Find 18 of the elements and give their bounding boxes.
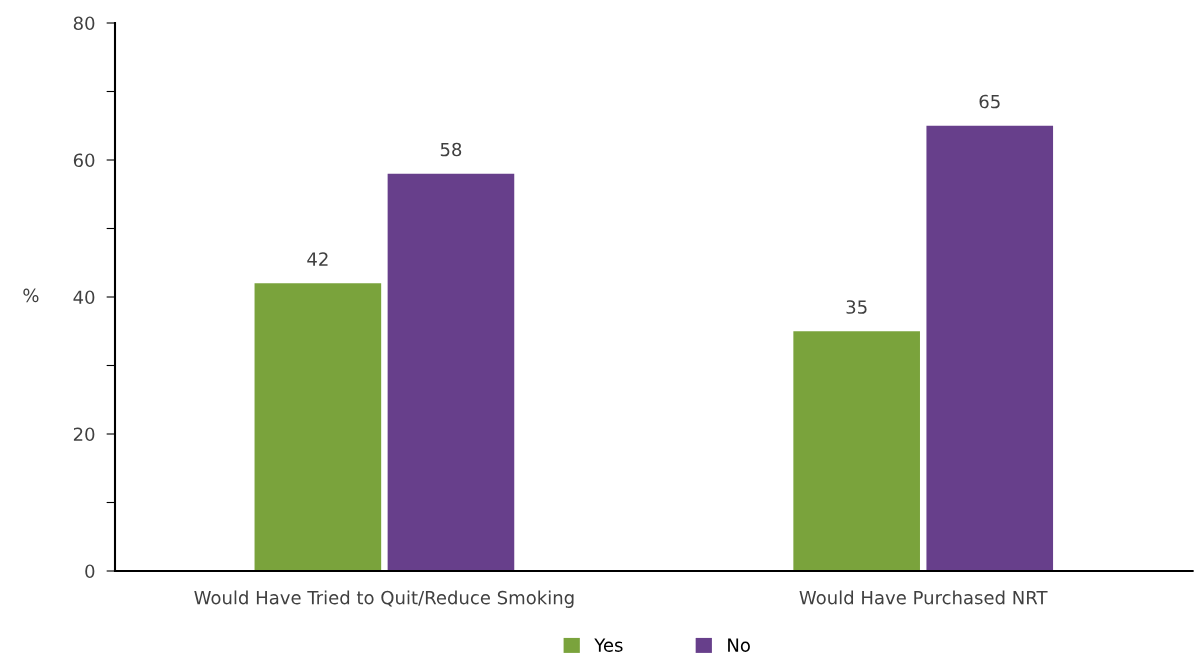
bar bbox=[254, 283, 382, 571]
x-tick-label: Would Have Tried to Quit/Reduce Smoking bbox=[194, 590, 574, 608]
y-tick-label: 80 bbox=[73, 16, 95, 31]
y-axis-title: % bbox=[23, 288, 39, 303]
data-label: 65 bbox=[979, 94, 1000, 109]
bar bbox=[793, 331, 920, 571]
bar bbox=[387, 173, 515, 571]
legend-label: No bbox=[728, 638, 750, 652]
y-tick-label: 60 bbox=[73, 153, 95, 168]
x-tick-label: Would Have Purchased NRT bbox=[799, 590, 1048, 605]
data-label: 35 bbox=[846, 300, 867, 314]
legend-label: Yes bbox=[594, 638, 623, 652]
data-label: 58 bbox=[440, 142, 462, 157]
y-tick-label: 40 bbox=[73, 290, 95, 305]
y-tick-label: 20 bbox=[73, 427, 95, 442]
y-tick-label: 0 bbox=[85, 564, 95, 579]
data-label: 42 bbox=[307, 252, 328, 266]
bar bbox=[926, 125, 1054, 571]
